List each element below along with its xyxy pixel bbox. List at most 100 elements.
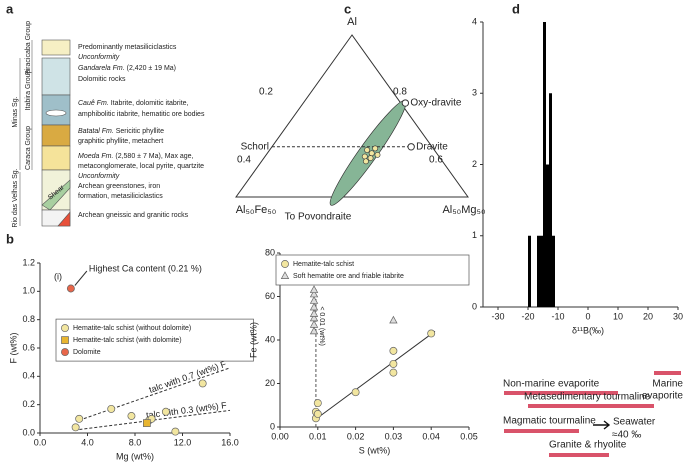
annotation-arrow [74, 270, 88, 286]
marker [127, 412, 136, 420]
x-tick-label: 0.05 [460, 431, 478, 441]
range-label: evaporite [642, 391, 684, 402]
desc: Unconformity [78, 173, 120, 180]
y-tick-label: 20 [265, 378, 275, 388]
range-label: Marine [652, 379, 683, 390]
group-label: Piracicaba Group [25, 21, 32, 75]
marker [427, 329, 436, 338]
x-tick-label: 30 [673, 311, 683, 321]
y-tick-label: 3 [472, 88, 477, 98]
supergroup-label: Rio das Velhas Sg. [12, 168, 19, 227]
x-tick-label: 16.0 [221, 437, 239, 447]
marker [309, 309, 319, 317]
trend-label: To Povondraite [285, 212, 352, 223]
x-tick-label: 12.0 [174, 437, 192, 447]
bar [540, 235, 543, 307]
marker [313, 410, 322, 418]
vertex-label: Al₅₀Fe₅₀ [236, 204, 277, 216]
y-tick-label: 0.8 [22, 314, 35, 324]
desc: amphibolitic itabrite, hematitic ore bod… [78, 111, 205, 118]
legend-marker [280, 271, 290, 279]
x-axis-label: Mg (wt%) [116, 451, 154, 461]
x-axis-label: δ¹¹B(‰) [572, 325, 604, 335]
desc: Predominantly metasiliciclastics [78, 44, 177, 51]
seawater-arrow [593, 420, 611, 430]
marker [309, 289, 319, 298]
group-label: Caraca Group [25, 126, 32, 170]
end-member-label: Schorl [241, 141, 269, 152]
desc: Cauê Fm. Itabrite, dolomitic itabrite, [78, 100, 189, 107]
sample [368, 150, 375, 157]
supergroup-label: Minas Sg. [12, 96, 19, 127]
marker [171, 427, 180, 436]
marker [313, 399, 322, 408]
end-member [407, 143, 415, 151]
side-tick: 0.2 [259, 87, 273, 98]
legend-label: Hematite-talc schist (without dolomite) [73, 325, 191, 332]
sample [367, 155, 374, 162]
desc: Itabrite, dolomitic itabrite, [111, 100, 189, 107]
marker [389, 346, 398, 355]
x-tick-label: 0.00 [271, 431, 289, 441]
x-tick-label: 4.0 [81, 437, 94, 447]
x-tick-label: -30 [491, 311, 504, 321]
bar [537, 235, 540, 307]
seawater-value: ≈40 ‰ [612, 430, 641, 441]
desc: (2,420 ± 19 Ma) [127, 65, 176, 72]
line-label: talc with 0.3 (wt%) F [146, 400, 228, 420]
vertex-label: Al₅₀Mg₅₀ [442, 204, 485, 216]
ternary-frame [235, 34, 469, 198]
legend-box [55, 318, 254, 362]
y-tick-label: 0.2 [22, 399, 35, 409]
y-tick-label: 0.4 [22, 371, 35, 381]
end-member-label: Oxy-dravite [410, 98, 462, 109]
y-tick-label: 60 [265, 291, 275, 301]
x-axis-label: S (wt%) [359, 445, 391, 455]
sample [372, 145, 379, 152]
bar [546, 164, 549, 307]
end-member-label: Dravite [416, 141, 448, 152]
y-tick-label: 4 [472, 16, 477, 26]
side-tick: 0.8 [393, 87, 407, 98]
formation: Gandarela Fm. [78, 65, 125, 72]
marker [309, 320, 319, 328]
x-tick-label: 8.0 [129, 437, 142, 447]
annotation: Highest Ca content (0.21 %) [89, 263, 202, 273]
marker [389, 368, 398, 377]
strat-column [19, 39, 71, 227]
formation: Batatal Fm. [78, 128, 114, 135]
reference-line [74, 409, 231, 431]
sample [364, 147, 370, 153]
y-tick-label: 0.0 [22, 427, 35, 437]
desc: Dolomitic rocks [78, 76, 126, 83]
panel-label: b [6, 231, 14, 246]
marker [143, 419, 151, 427]
x-tick-label: 0.03 [385, 431, 403, 441]
reference-line [313, 330, 436, 421]
desc: Batatal Fm. Sericitic phyllite [78, 128, 164, 135]
seawater-label: Seawater [613, 417, 656, 428]
bar [543, 22, 546, 307]
line-label: talc with 0.7 (wt%) F [148, 359, 228, 395]
legend-marker [61, 348, 69, 357]
marker [309, 313, 319, 322]
x-tick-label: 0 [585, 311, 590, 321]
vertex-label: Al [347, 16, 357, 28]
desc: metaconglomerate, local pyrite, quartzit… [78, 163, 204, 170]
y-axis-label: F (wt%) [8, 333, 18, 364]
marker [75, 414, 84, 423]
desc: Moeda Fm. (2,580 ± 7 Ma), Max age, [78, 153, 194, 160]
desc: formation, metasiliciclastics [78, 193, 163, 200]
x-tick-label: 0.02 [347, 431, 365, 441]
y-tick-label: 0 [270, 421, 275, 431]
legend-label: Dolomite [73, 349, 101, 356]
formation: Moeda Fm. [78, 153, 113, 160]
bar [552, 235, 555, 307]
marker [309, 296, 319, 304]
reference-line [79, 367, 231, 421]
desc: graphitic phyllite, metachert [78, 138, 163, 145]
y-tick-label: 80 [265, 247, 275, 257]
desc: (2,580 ± 7 Ma), Max age, [115, 153, 193, 160]
marker [198, 379, 207, 388]
